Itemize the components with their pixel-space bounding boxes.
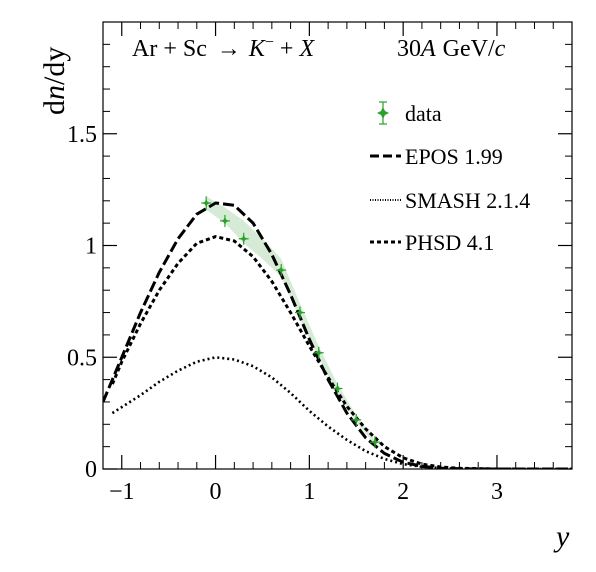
y-axis-title: dn/dy <box>38 47 71 115</box>
y-tick-label: 1.5 <box>67 122 97 148</box>
energy-annotation: 30A GeV/c <box>397 36 506 62</box>
y-axis-title-rest: /dy <box>38 47 71 85</box>
energy-c: c <box>495 36 506 62</box>
data-uncertainty-band-layer <box>206 196 375 445</box>
y-axis-title-n: n <box>38 85 71 100</box>
legend-label-smash: SMASH 2.1.4 <box>405 188 530 213</box>
data-point <box>238 232 249 245</box>
x-tick-label: 1 <box>303 479 315 505</box>
data-point <box>219 214 230 227</box>
data-points-layer <box>201 196 381 449</box>
legend-entry-smash: SMASH 2.1.4 <box>370 188 530 213</box>
legend-data-marker-icon <box>377 101 389 125</box>
legend: data EPOS 1.99 SMASH 2.1.4 PHSD 4.1 <box>370 101 530 255</box>
data-point <box>351 413 362 426</box>
data-point <box>313 346 324 359</box>
axis-ticks-layer: −1 0 1 2 300.511.5 <box>67 22 573 505</box>
x-tick-label: −1 <box>109 479 135 505</box>
y-tick-label: 0 <box>85 457 97 483</box>
energy-a: A <box>419 36 436 62</box>
data-point <box>201 196 212 210</box>
legend-entry-data: data <box>377 101 442 126</box>
legend-label-phsd: PHSD 4.1 <box>405 230 494 255</box>
legend-label-data: data <box>405 101 442 126</box>
energy-unit: GeV/ <box>443 36 495 62</box>
series-line-phsd <box>111 235 572 469</box>
reaction-annotation: Ar + Sc → K− + X <box>132 34 315 62</box>
data-point <box>370 436 381 449</box>
reaction-arrow: → <box>217 36 241 62</box>
reaction-particle: K <box>248 36 267 62</box>
reaction-particle-charge: − <box>265 34 274 51</box>
y-axis-title-d: d <box>38 100 71 115</box>
legend-label-epos: EPOS 1.99 <box>405 144 503 169</box>
data-point <box>332 382 343 395</box>
reaction-lhs: Ar + Sc <box>132 36 207 62</box>
data-point <box>294 306 305 319</box>
data-point <box>276 264 287 277</box>
x-tick-label: 3 <box>491 479 503 505</box>
y-tick-label: 1 <box>85 234 97 260</box>
x-axis-title: y <box>553 520 570 553</box>
reaction-plus: + <box>280 36 294 62</box>
legend-entry-phsd: PHSD 4.1 <box>370 230 494 255</box>
legend-entry-epos: EPOS 1.99 <box>370 144 503 169</box>
y-tick-label: 0.5 <box>67 345 97 371</box>
series-line-smash <box>111 355 572 469</box>
data-uncertainty-band <box>206 196 375 445</box>
x-tick-label: 2 <box>397 479 409 505</box>
reaction-x: X <box>298 36 315 62</box>
x-tick-label: 0 <box>210 479 222 505</box>
model-curves-layer <box>103 201 572 469</box>
energy-number: 30 <box>397 36 421 62</box>
series-line-epos <box>103 201 572 469</box>
